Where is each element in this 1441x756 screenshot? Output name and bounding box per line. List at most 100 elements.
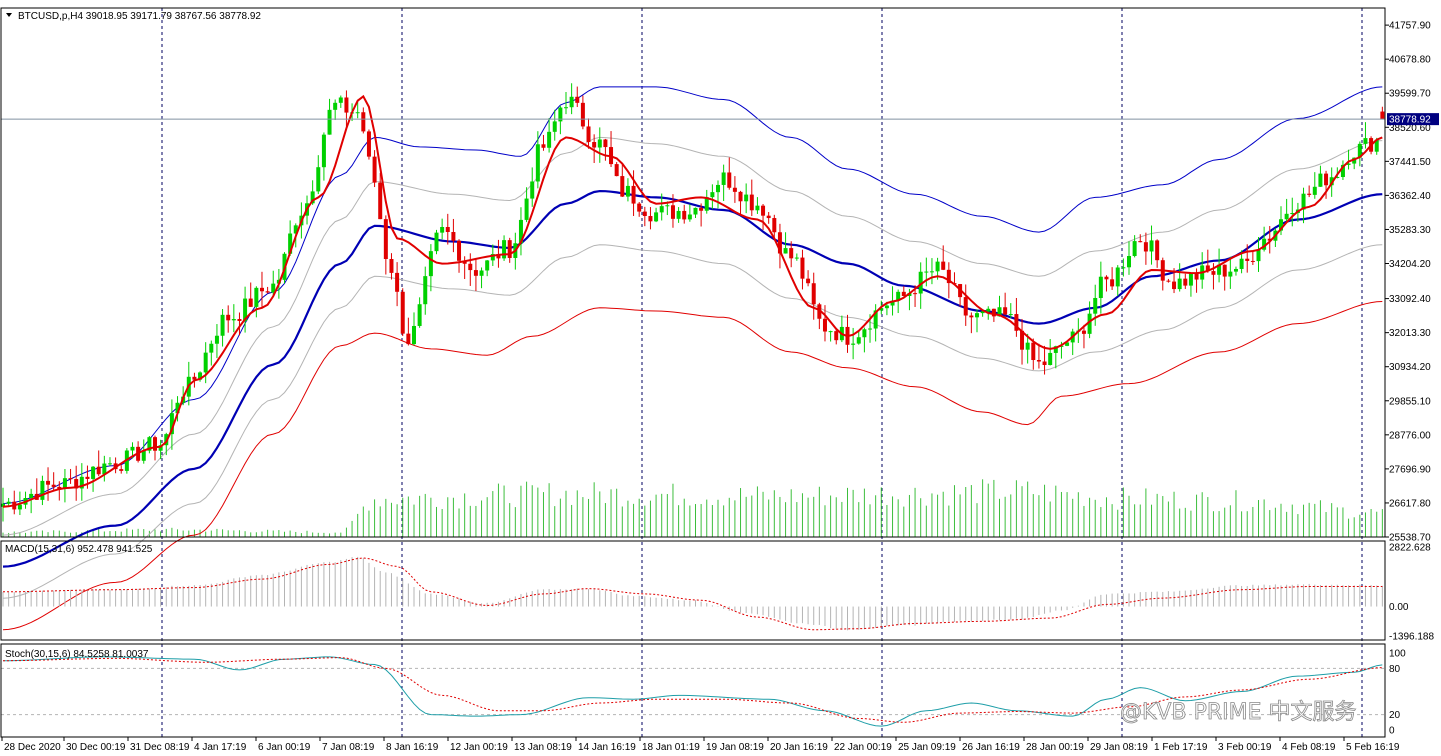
candle-body (1031, 342, 1036, 361)
candle-body (366, 131, 371, 157)
candle-body (119, 469, 124, 471)
candle-body (40, 480, 45, 500)
main-price-pane[interactable] (1, 83, 1385, 631)
outer-upper-band-line (2, 86, 1383, 504)
candle-body (974, 313, 979, 318)
candle-body (310, 191, 315, 204)
candle-body (383, 219, 388, 260)
candle-body (558, 107, 563, 122)
candle-body (1363, 138, 1368, 144)
time-tick-label: 29 Jan 08:19 (1090, 742, 1148, 753)
candle-body (648, 215, 653, 222)
time-tick-label: 30 Dec 00:19 (66, 742, 126, 753)
stoch-pane[interactable] (1, 656, 1385, 727)
candle-body (141, 450, 146, 461)
candle-body (1081, 330, 1086, 334)
candle-body (434, 232, 439, 252)
candle-body (693, 207, 698, 215)
candle-body (254, 287, 259, 307)
candle-body (732, 187, 737, 192)
macd-pane-frame (0, 540, 1386, 641)
candle-body (507, 240, 512, 258)
candle-body (153, 437, 158, 451)
candle-body (1020, 330, 1025, 350)
candle-body (631, 185, 636, 204)
candle-body (1014, 314, 1019, 331)
candle-body (192, 376, 197, 380)
stoch-signal-line (3, 657, 1383, 723)
macd-tick-label: 2822.628 (1389, 543, 1431, 554)
candle-body (924, 271, 929, 273)
collapse-triangle-icon[interactable] (6, 13, 12, 17)
candle-body (214, 335, 219, 344)
candle-body (79, 476, 84, 489)
candle-body (169, 413, 174, 435)
candle-body (333, 102, 338, 110)
candle-body (868, 328, 873, 330)
candle-body (614, 164, 619, 177)
candle-body (17, 504, 22, 510)
candle-body (1233, 268, 1238, 272)
candle-body (1008, 314, 1013, 316)
candle-body (372, 156, 377, 183)
candle-body (327, 109, 332, 135)
candle-body (552, 121, 557, 132)
candle-body (344, 97, 349, 113)
price-tick-label: 33092.40 (1389, 294, 1431, 305)
time-tick-label: 19 Jan 08:19 (706, 742, 764, 753)
stoch-main-line (3, 656, 1383, 727)
candle-body (1155, 240, 1160, 261)
candle-body (1166, 280, 1171, 282)
candle-body (445, 227, 450, 233)
candle-body (1104, 276, 1109, 280)
candle-body (265, 291, 270, 293)
candle-body (761, 205, 766, 216)
candle-body (1307, 193, 1312, 195)
candle-body (46, 480, 51, 485)
candle-body (1217, 264, 1222, 275)
candle-body (451, 232, 456, 241)
candle-body (575, 96, 580, 103)
candle-body (884, 305, 889, 309)
candle-body (1115, 267, 1120, 287)
candle-body (603, 139, 608, 148)
candle-body (1098, 276, 1103, 298)
candle-body (862, 329, 867, 338)
candle-body (682, 210, 687, 220)
candle-body (783, 248, 788, 254)
macd-pane[interactable] (2, 556, 1383, 631)
candle-body (1138, 241, 1143, 243)
candle-body (1380, 111, 1385, 120)
candle-body (51, 484, 56, 487)
stoch-pane-header: Stoch(30,15,6) 84.5258 81.0037 (5, 649, 149, 660)
candle-body (1262, 238, 1267, 250)
candle-body (935, 261, 940, 272)
candle-body (1284, 213, 1289, 220)
candle-body (1, 503, 5, 507)
stoch-tick-label: 20 (1389, 710, 1401, 721)
candle-body (1110, 279, 1115, 287)
time-tick-label: 13 Jan 08:19 (514, 742, 572, 753)
candle-body (209, 343, 214, 353)
time-tick-label: 28 Jan 00:19 (1026, 742, 1084, 753)
candle-body (243, 298, 248, 321)
candle-body (890, 300, 895, 306)
middle-band-line (2, 189, 1383, 568)
candle-body (518, 219, 523, 244)
stoch-tick-label: 100 (1389, 649, 1406, 660)
main-pane-header: BTCUSD,p,H4 39018.95 39171.79 38767.56 3… (18, 11, 261, 22)
price-tick-label: 30934.20 (1389, 362, 1431, 373)
price-axis: 41757.90 40678.80 39599.70 38520.60 37441.50… (0, 7, 1439, 738)
candle-body (716, 184, 721, 193)
candle-body (541, 144, 546, 148)
candle-body (642, 211, 647, 216)
candle-body (777, 232, 782, 254)
candle-body (130, 446, 135, 451)
candle-body (929, 271, 934, 273)
macd-pane-header: MACD(15,31,6) 952.478 941.525 (5, 544, 153, 555)
candle-body (293, 225, 298, 234)
time-axis: 28 Dec 2020 30 Dec 00:19 31 Dec 08:19 4 Jan… (1, 737, 1400, 753)
candle-body (1256, 249, 1261, 262)
